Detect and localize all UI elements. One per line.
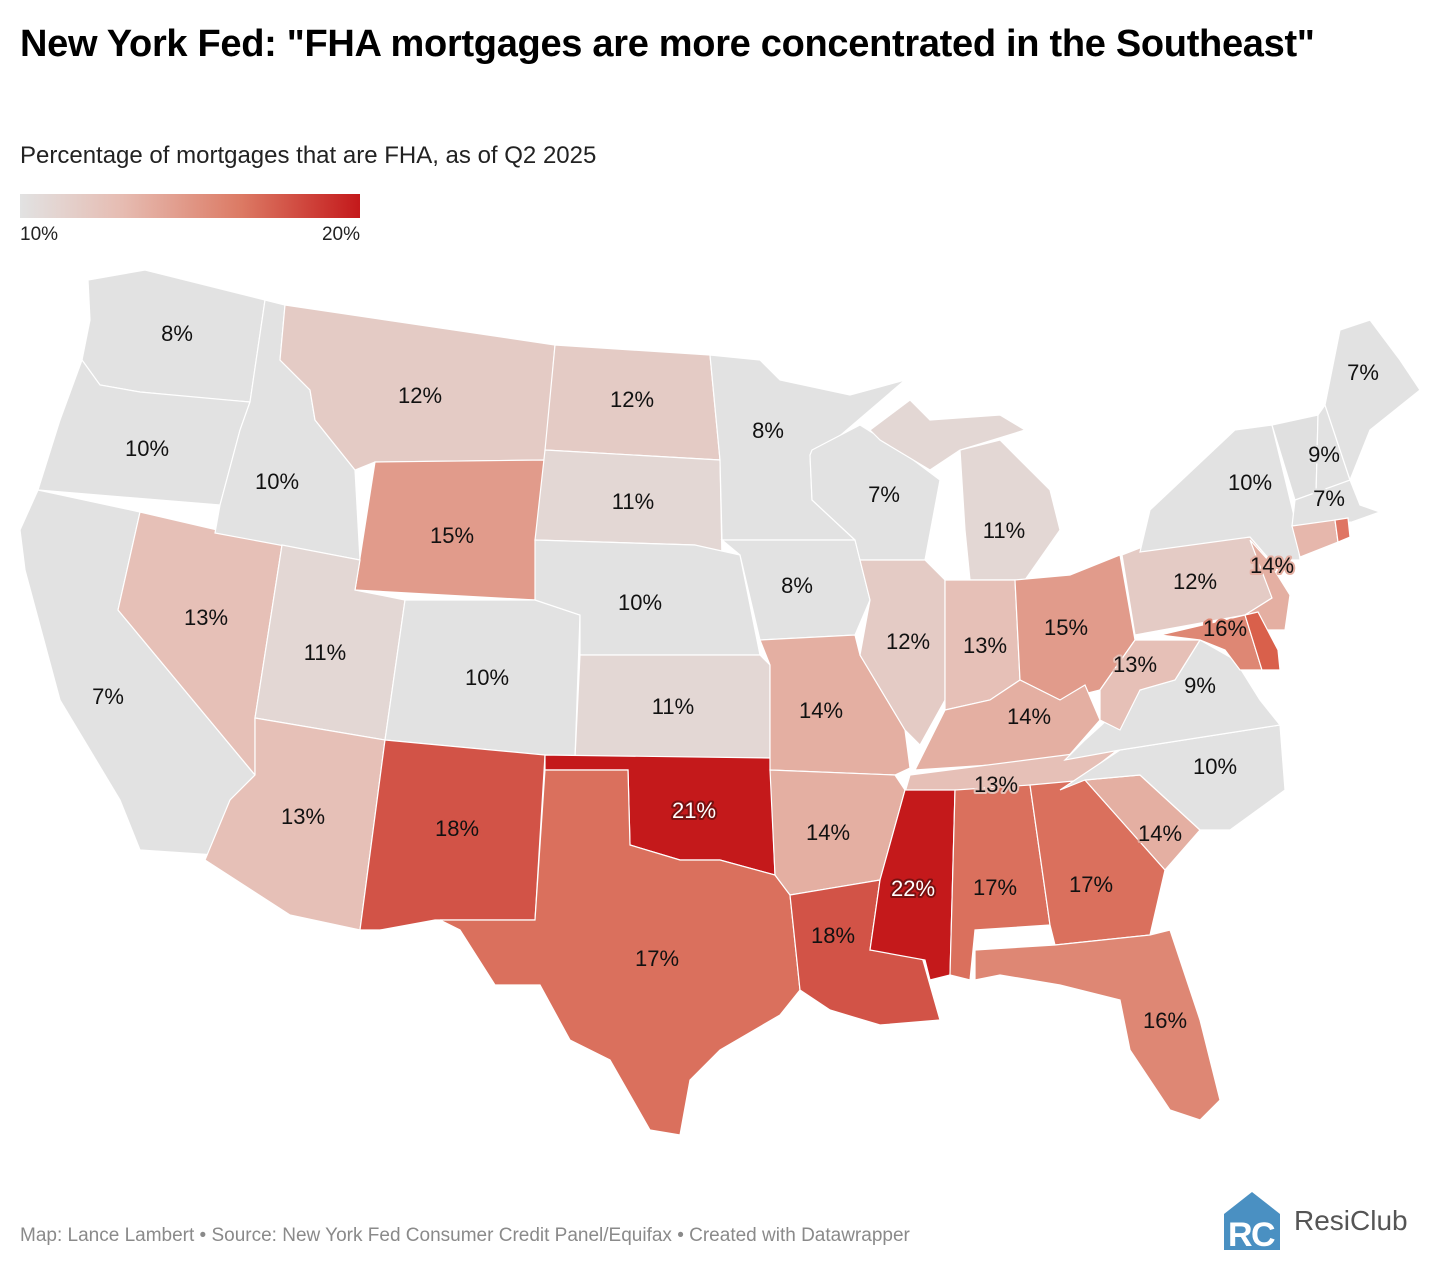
- state-label-alabama: 17%: [973, 875, 1017, 900]
- state-michigan-upper: [869, 399, 1027, 471]
- state-label-illinois: 12%: [886, 629, 930, 654]
- legend-gradient-bar: [20, 194, 360, 218]
- state-label-texas: 17%: [635, 946, 679, 971]
- state-label-wisconsin: 7%: [868, 482, 900, 507]
- state-label-missouri: 14%: [799, 698, 843, 723]
- state-west-virginia: [1099, 639, 1202, 731]
- state-label-ohio: 15%: [1044, 615, 1088, 640]
- state-label-arizona: 13%: [281, 804, 325, 829]
- state-label-oklahoma: 21%: [672, 798, 716, 823]
- state-label-new-mexico: 18%: [435, 816, 479, 841]
- state-mississippi: [869, 789, 956, 981]
- state-label-tennessee: 13%: [974, 772, 1018, 797]
- state-florida: [974, 929, 1221, 1121]
- state-label-nebraska: 10%: [618, 590, 662, 615]
- state-maine: [1324, 319, 1421, 482]
- state-new-york: [1139, 424, 1301, 561]
- state-label-idaho: 10%: [255, 469, 299, 494]
- chart-title: New York Fed: "FHA mortgages are more co…: [20, 23, 1315, 65]
- state-label-florida: 16%: [1143, 1008, 1187, 1033]
- state-label-colorado: 10%: [465, 665, 509, 690]
- state-label-california: 7%: [92, 684, 124, 709]
- chart-subtitle: Percentage of mortgages that are FHA, as…: [20, 142, 597, 169]
- legend-max-label: 20%: [321, 224, 360, 245]
- state-label-arkansas: 14%: [806, 820, 850, 845]
- state-new-jersey: [1243, 539, 1291, 631]
- color-legend: 10% 20%: [20, 194, 360, 245]
- state-missouri: [759, 634, 911, 776]
- state-label-washington: 8%: [161, 321, 193, 346]
- state-label-oregon: 10%: [125, 436, 169, 461]
- state-label-maryland: 16%: [1203, 616, 1247, 641]
- svg-text:R: R: [1228, 1216, 1253, 1250]
- state-connecticut: [1291, 519, 1339, 558]
- state-label-new-york: 10%: [1228, 470, 1272, 495]
- resiclub-logo-icon: R C: [1224, 1192, 1280, 1250]
- state-label-utah: 11%: [304, 640, 346, 665]
- state-kentucky: [913, 679, 1101, 771]
- legend-min-label: 10%: [20, 224, 59, 245]
- state-label-massachusetts: 7%: [1313, 486, 1345, 511]
- state-label-georgia: 17%: [1069, 872, 1113, 897]
- state-label-montana: 12%: [398, 383, 442, 408]
- state-label-kentucky: 14%: [1007, 704, 1051, 729]
- state-label-north-dakota: 12%: [610, 387, 654, 412]
- state-label-michigan: 11%: [983, 518, 1025, 543]
- resiclub-logo: R C ResiClub: [1224, 1192, 1408, 1250]
- state-label-pennsylvania: 12%: [1173, 569, 1217, 594]
- state-illinois: [859, 559, 946, 746]
- state-label-wyoming: 15%: [430, 523, 474, 548]
- logo-text: ResiClub: [1294, 1205, 1408, 1236]
- state-delaware: [1244, 611, 1281, 671]
- state-label-iowa: 8%: [781, 573, 813, 598]
- state-label-new-jersey: 14%: [1250, 553, 1294, 578]
- state-label-nevada: 13%: [184, 605, 228, 630]
- state-label-minnesota: 8%: [752, 418, 784, 443]
- state-rhode-island: [1334, 517, 1351, 543]
- state-colorado: [384, 599, 581, 759]
- state-label-maine: 7%: [1347, 360, 1379, 385]
- state-label-virginia: 9%: [1184, 673, 1216, 698]
- state-label-louisiana: 18%: [811, 923, 855, 948]
- state-label-kansas: 11%: [652, 694, 694, 719]
- state-michigan: [959, 439, 1061, 581]
- state-label-south-carolina: 14%: [1138, 821, 1182, 846]
- state-label-west-virginia: 13%: [1113, 652, 1157, 677]
- source-credit: Map: Lance Lambert • Source: New York Fe…: [20, 1225, 910, 1246]
- svg-text:C: C: [1251, 1216, 1276, 1250]
- state-label-new-hampshire: 9%: [1308, 442, 1340, 467]
- state-label-north-carolina: 10%: [1193, 754, 1237, 779]
- state-label-mississippi: 22%: [891, 876, 935, 901]
- state-label-indiana: 13%: [963, 633, 1007, 658]
- state-label-south-dakota: 11%: [612, 489, 654, 514]
- state-texas: [439, 769, 801, 1136]
